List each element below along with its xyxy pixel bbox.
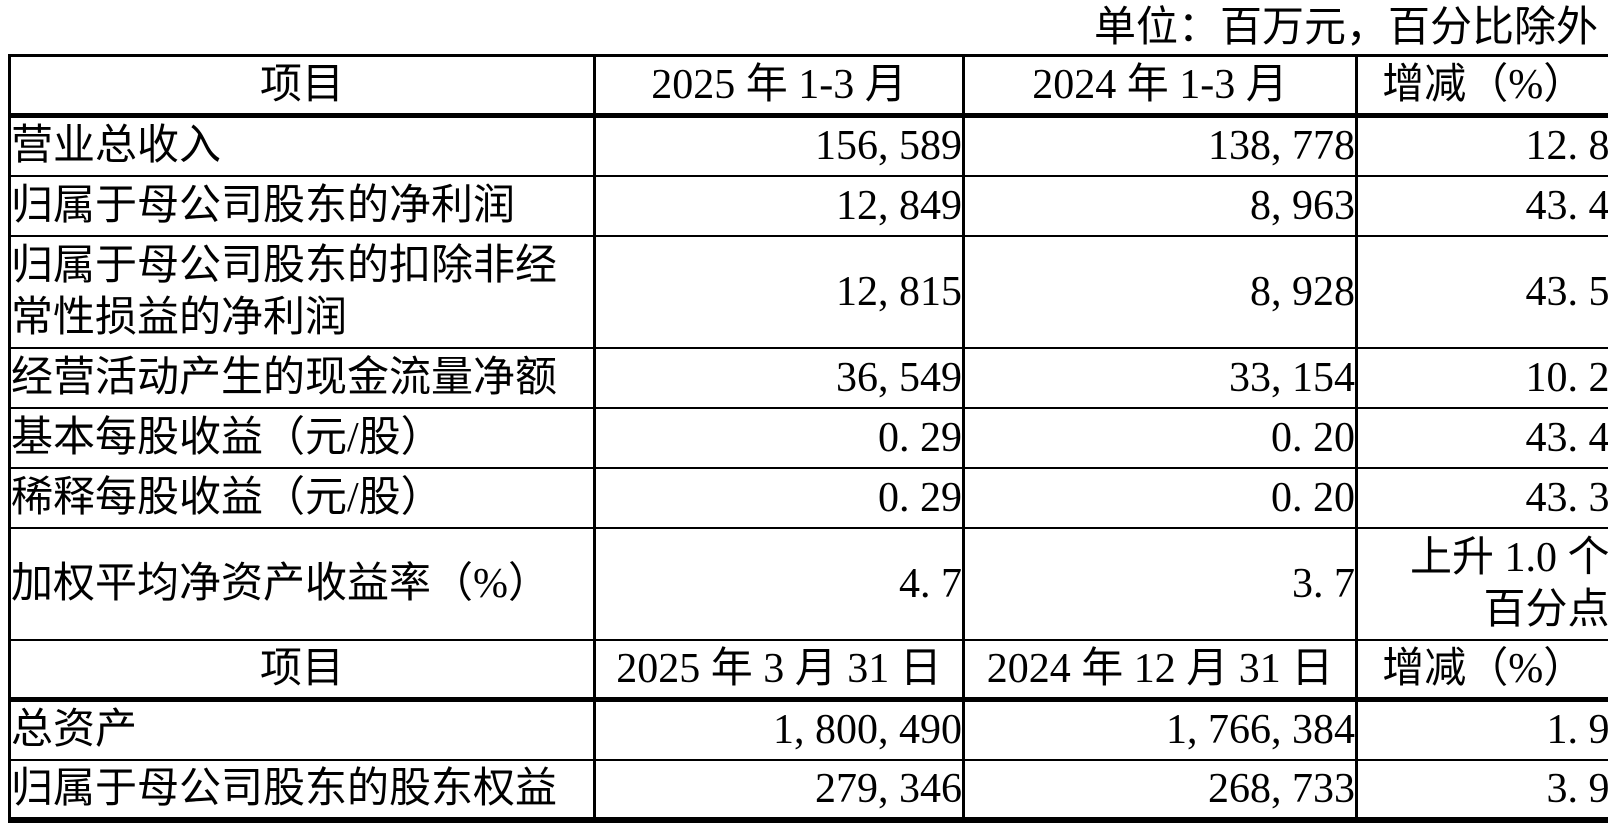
item-cell: 归属于母公司股东的净利润	[8, 174, 596, 237]
value-cell-prior: 1, 766, 384	[962, 698, 1358, 761]
item-cell: 总资产	[8, 698, 596, 761]
change-cell: 3. 9	[1355, 758, 1608, 821]
financial-table-body: 项目 2025 年 1-3 月 2024 年 1-3 月增减（%） 营业总收入 156,…	[8, 54, 1608, 821]
item-cell: 营业总收入	[8, 114, 596, 177]
unit-note: 单位：百万元，百分比除外	[1093, 5, 1598, 51]
value-cell-prior: 138, 778	[962, 114, 1358, 177]
value-cell-current: 279, 346	[593, 758, 965, 821]
item-cell: 经营活动产生的现金流量净额	[8, 346, 596, 409]
header-cell: 项目	[8, 638, 596, 702]
table-row: 归属于母公司股东的净利润 12, 849 8, 963 43. 4	[8, 174, 1608, 237]
header-cell: 增减（%）	[1355, 638, 1608, 702]
table-row: 总资产 1, 800, 490 1, 766, 384 1. 9	[8, 698, 1608, 761]
value-cell-prior: 3. 7	[962, 526, 1358, 641]
table-row: 经营活动产生的现金流量净额 36, 549 33, 154 10. 2	[8, 346, 1608, 409]
header-cell: 2025 年 1-3 月	[593, 54, 965, 118]
item-cell: 稀释每股收益（元/股）	[8, 466, 596, 529]
table-row: 加权平均净资产收益率（%） 4. 7 3. 7 上升 1.0 个 百分点	[8, 526, 1608, 641]
item-cell: 归属于母公司股东的股东权益	[8, 758, 596, 821]
item-cell: 基本每股收益（元/股）	[8, 406, 596, 469]
table-row: 归属于母公司股东的股东权益 279, 346 268, 733 3. 9	[8, 758, 1608, 821]
value-cell-prior: 8, 928	[962, 234, 1358, 349]
table-row: 基本每股收益（元/股） 0. 29 0. 20 43. 4	[8, 406, 1608, 469]
value-cell-prior: 0. 20	[962, 406, 1358, 469]
table-header-row: 项目 2025 年 1-3 月 2024 年 1-3 月增减（%）	[8, 54, 1608, 118]
change-cell: 10. 2	[1355, 346, 1608, 409]
value-cell-current: 156, 589	[593, 114, 965, 177]
value-cell-prior: 0. 20	[962, 466, 1358, 529]
value-cell-prior: 268, 733	[962, 758, 1358, 821]
table-row: 稀释每股收益（元/股） 0. 29 0. 20 43. 3	[8, 466, 1608, 529]
table-row: 归属于母公司股东的扣除非经 常性损益的净利润 12, 815 8, 928 43. 5	[8, 234, 1608, 349]
change-cell: 上升 1.0 个 百分点	[1355, 526, 1608, 641]
table-row: 营业总收入 156, 589 138, 778 12. 8	[8, 114, 1608, 177]
header-cell: 增减（%）	[1355, 54, 1608, 118]
item-cell: 归属于母公司股东的扣除非经 常性损益的净利润	[8, 234, 596, 349]
header-cell: 项目	[8, 54, 596, 118]
value-cell-current: 36, 549	[593, 346, 965, 409]
value-cell-current: 4. 7	[593, 526, 965, 641]
value-cell-current: 12, 849	[593, 174, 965, 237]
header-cell: 2024 年 12 月 31 日	[962, 638, 1358, 702]
value-cell-current: 0. 29	[593, 466, 965, 529]
header-cell: 2024 年 1-3 月	[962, 54, 1358, 118]
change-cell: 1. 9	[1355, 698, 1608, 761]
change-cell: 43. 4	[1355, 406, 1608, 469]
value-cell-current: 0. 29	[593, 406, 965, 469]
change-cell: 12. 8	[1355, 114, 1608, 177]
financial-summary-table: 项目 2025 年 1-3 月 2024 年 1-3 月增减（%） 营业总收入 156,…	[8, 54, 1608, 823]
value-cell-prior: 8, 963	[962, 174, 1358, 237]
change-cell: 43. 4	[1355, 174, 1608, 237]
table-header-row: 项目 2025 年 3 月 31 日 2024 年 12 月 31 日增减（%）	[8, 638, 1608, 702]
value-cell-prior: 33, 154	[962, 346, 1358, 409]
item-cell: 加权平均净资产收益率（%）	[8, 526, 596, 641]
change-cell: 43. 5	[1355, 234, 1608, 349]
header-cell: 2025 年 3 月 31 日	[593, 638, 965, 702]
value-cell-current: 12, 815	[593, 234, 965, 349]
value-cell-current: 1, 800, 490	[593, 698, 965, 761]
change-cell: 43. 3	[1355, 466, 1608, 529]
